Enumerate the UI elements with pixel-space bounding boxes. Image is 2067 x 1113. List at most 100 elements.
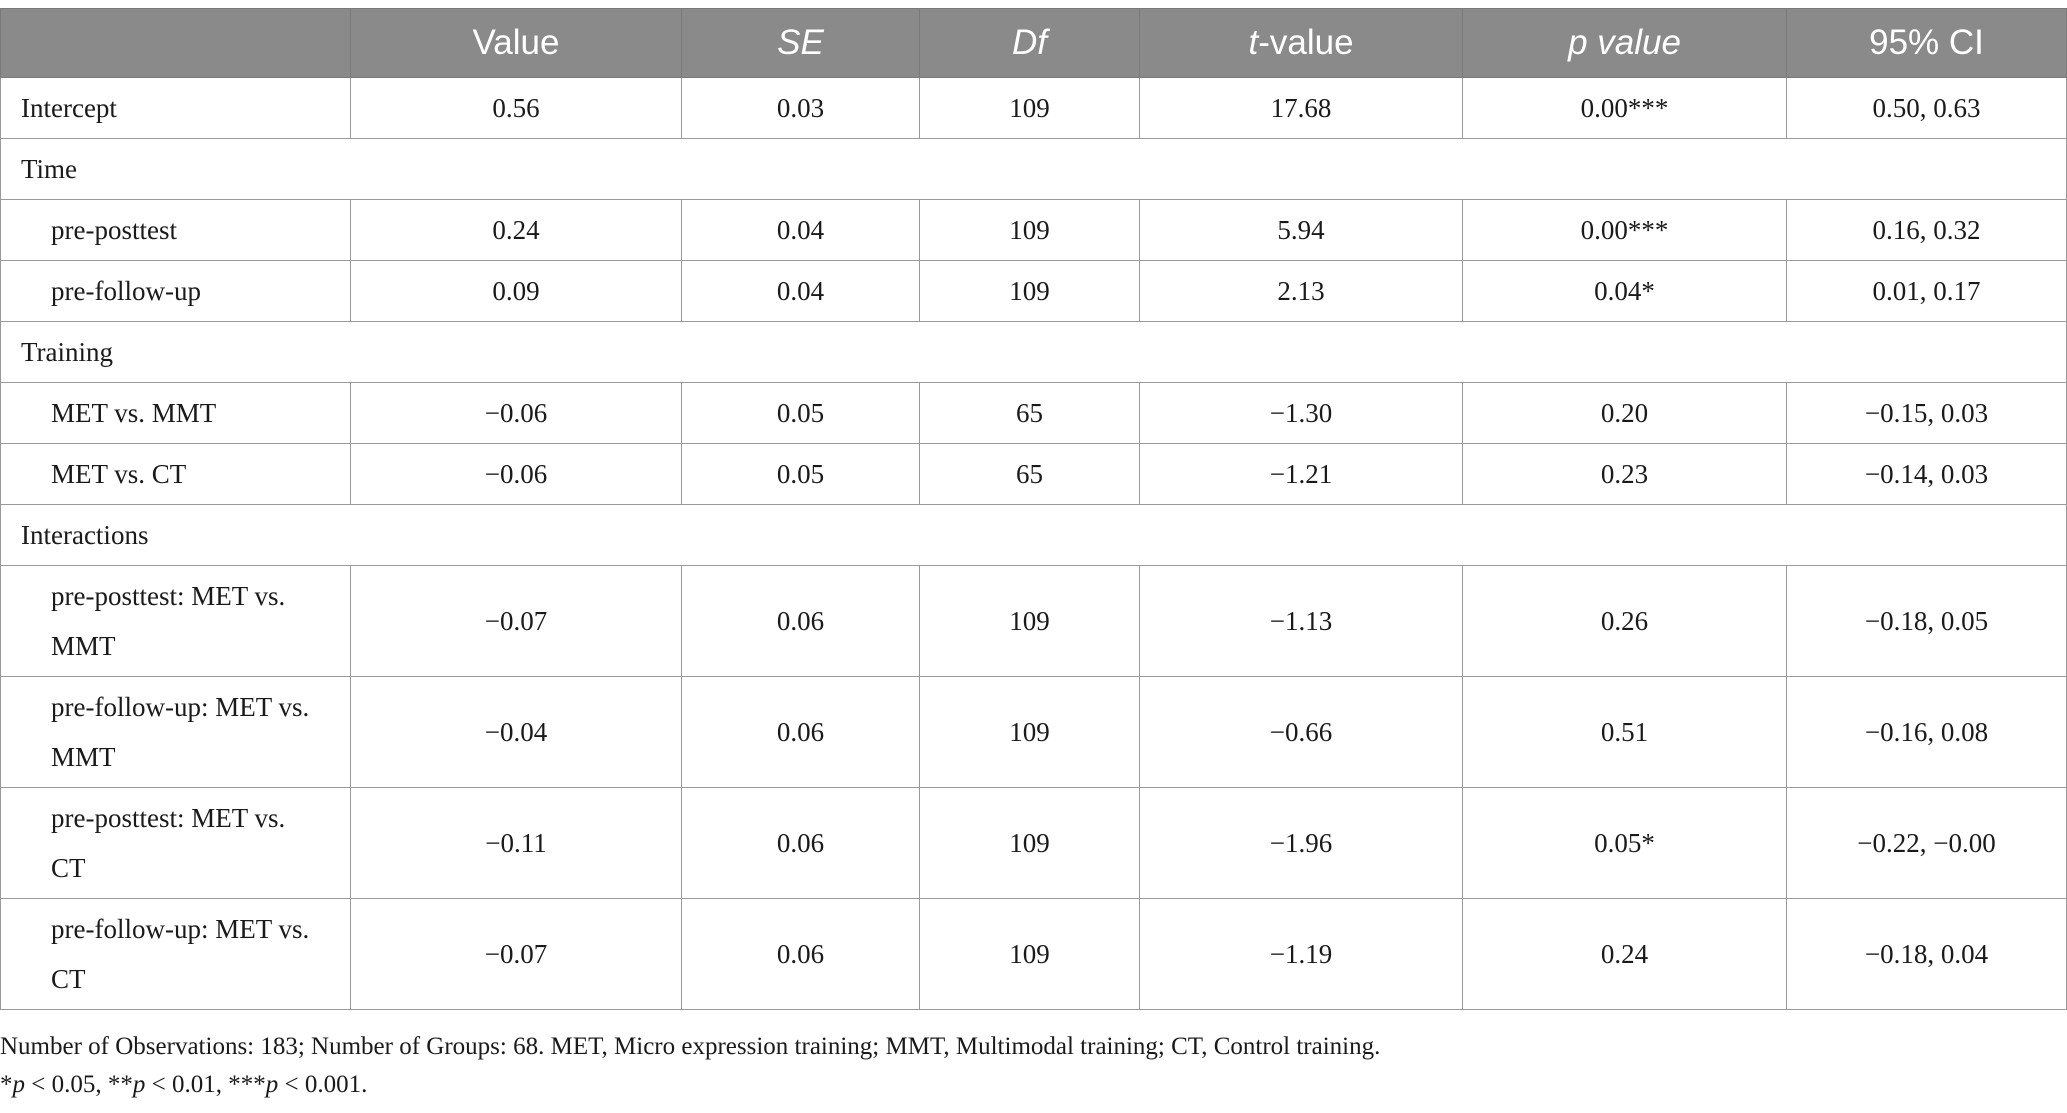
cell-ci: −0.16, 0.08	[1786, 676, 2067, 788]
row-label-line: MMT	[51, 631, 116, 661]
cell-ci: −0.15, 0.03	[1786, 382, 2067, 444]
row-label-line: CT	[51, 853, 86, 883]
results-table-container: Value SE Df t-value p value 95% CI Inter…	[0, 8, 2067, 1010]
footnote-part: p	[265, 1071, 279, 1098]
row-label: pre-posttest: MET vs. CT	[0, 787, 351, 899]
cell-se: 0.04	[681, 260, 920, 322]
cell-ci: 0.01, 0.17	[1786, 260, 2067, 322]
cell-t: −1.96	[1139, 787, 1463, 899]
cell-df: 109	[919, 676, 1140, 788]
cell-se: 0.05	[681, 443, 920, 505]
table-row: pre-posttest: MET vs. CT −0.11 0.06 109 −1.96…	[0, 787, 2067, 899]
cell-p: 0.20	[1462, 382, 1787, 444]
cell-value: −0.11	[350, 787, 682, 899]
cell-t: 5.94	[1139, 199, 1463, 261]
section-label: Training	[0, 321, 2067, 383]
row-label: pre-posttest	[0, 199, 351, 261]
cell-se: 0.06	[681, 676, 920, 788]
table-row: pre-follow-up: MET vs. CT −0.07 0.06 109 −1.1…	[0, 898, 2067, 1010]
header-df: Df	[919, 8, 1140, 78]
cell-p: 0.23	[1462, 443, 1787, 505]
row-label: MET vs. CT	[0, 443, 351, 505]
cell-ci: 0.16, 0.32	[1786, 199, 2067, 261]
row-label-line: CT	[51, 964, 86, 994]
row-label-line: pre-posttest: MET vs.	[51, 803, 286, 833]
row-label-line: MMT	[51, 742, 116, 772]
table-row: pre-posttest: MET vs. MMT −0.07 0.06 109 −1.1…	[0, 565, 2067, 677]
cell-p: 0.26	[1462, 565, 1787, 677]
cell-t: −0.66	[1139, 676, 1463, 788]
cell-df: 109	[919, 787, 1140, 899]
header-value: Value	[350, 8, 682, 78]
cell-ci: −0.22, −0.00	[1786, 787, 2067, 899]
cell-p: 0.05*	[1462, 787, 1787, 899]
table-footnotes: Number of Observations: 183; Number of G…	[0, 1028, 1380, 1104]
row-label-line: pre-follow-up: MET vs.	[51, 692, 310, 722]
row-label: pre-posttest: MET vs. MMT	[0, 565, 351, 677]
cell-df: 109	[919, 898, 1140, 1010]
cell-se: 0.03	[681, 77, 920, 139]
footnote-abbreviations: Number of Observations: 183; Number of G…	[0, 1033, 1381, 1060]
cell-p: 0.04*	[1462, 260, 1787, 322]
cell-se: 0.04	[681, 199, 920, 261]
row-label: pre-follow-up: MET vs. MMT	[0, 676, 351, 788]
section-label: Time	[0, 138, 2067, 200]
section-header-row: Time	[0, 138, 2067, 200]
table-header: Value SE Df t-value p value 95% CI	[0, 8, 2067, 78]
cell-p: 0.00***	[1462, 77, 1787, 139]
cell-t: −1.13	[1139, 565, 1463, 677]
cell-value: −0.04	[350, 676, 682, 788]
footnote-part: *	[0, 1071, 13, 1098]
cell-ci: −0.18, 0.04	[1786, 898, 2067, 1010]
footnote-part: < 0.001.	[278, 1071, 368, 1098]
row-label: MET vs. MMT	[0, 382, 351, 444]
cell-value: −0.07	[350, 565, 682, 677]
header-t-value: t-value	[1139, 8, 1463, 78]
cell-value: 0.09	[350, 260, 682, 322]
cell-t: −1.19	[1139, 898, 1463, 1010]
section-label: Interactions	[0, 504, 2067, 566]
cell-df: 65	[919, 382, 1140, 444]
row-label: Intercept	[0, 77, 351, 139]
row-label: pre-follow-up: MET vs. CT	[0, 898, 351, 1010]
cell-df: 109	[919, 199, 1140, 261]
cell-df: 109	[919, 260, 1140, 322]
cell-p: 0.00***	[1462, 199, 1787, 261]
row-label-line: pre-follow-up: MET vs.	[51, 914, 310, 944]
section-header-row: Training	[0, 321, 2067, 383]
row-label: pre-follow-up	[0, 260, 351, 322]
table-row: pre-follow-up: MET vs. MMT −0.04 0.06 109 −0.…	[0, 676, 2067, 788]
table-row: pre-follow-up 0.09 0.04 109 2.13 0.04* 0.01, 0…	[0, 260, 2067, 322]
section-header-row: Interactions	[0, 504, 2067, 566]
table-body: Intercept 0.56 0.03 109 17.68 0.00*** 0.50, 0.…	[0, 77, 2067, 1010]
footnote-part: < 0.01, ***	[145, 1071, 266, 1098]
cell-t: −1.21	[1139, 443, 1463, 505]
cell-p: 0.24	[1462, 898, 1787, 1010]
cell-se: 0.05	[681, 382, 920, 444]
table-row: pre-posttest 0.24 0.04 109 5.94 0.00*** 0.16, …	[0, 199, 2067, 261]
cell-df: 109	[919, 77, 1140, 139]
cell-df: 109	[919, 565, 1140, 677]
regression-results-table: Value SE Df t-value p value 95% CI Inter…	[0, 8, 2067, 1010]
table-row: Intercept 0.56 0.03 109 17.68 0.00*** 0.50, 0.…	[0, 77, 2067, 139]
header-row: Value SE Df t-value p value 95% CI	[0, 8, 2067, 78]
header-ci: 95% CI	[1786, 8, 2067, 78]
table-row: MET vs. CT −0.06 0.05 65 −1.21 0.23 −0.14, 0.0…	[0, 443, 2067, 505]
cell-se: 0.06	[681, 565, 920, 677]
cell-t: 17.68	[1139, 77, 1463, 139]
cell-ci: −0.18, 0.05	[1786, 565, 2067, 677]
table-row: MET vs. MMT −0.06 0.05 65 −1.30 0.20 −0.15, 0.…	[0, 382, 2067, 444]
header-label-column	[0, 8, 351, 78]
cell-p: 0.51	[1462, 676, 1787, 788]
header-t-italic: t	[1248, 23, 1259, 62]
header-se: SE	[681, 8, 920, 78]
cell-value: 0.56	[350, 77, 682, 139]
header-t-suffix: -value	[1258, 23, 1354, 62]
footnote-significance: *p < 0.05, **p < 0.01, ***p < 0.001.	[0, 1066, 1380, 1104]
row-label-line: pre-posttest: MET vs.	[51, 581, 286, 611]
cell-se: 0.06	[681, 898, 920, 1010]
cell-ci: −0.14, 0.03	[1786, 443, 2067, 505]
cell-t: 2.13	[1139, 260, 1463, 322]
header-p-value: p value	[1462, 8, 1787, 78]
footnote-part: < 0.05, **	[25, 1071, 133, 1098]
